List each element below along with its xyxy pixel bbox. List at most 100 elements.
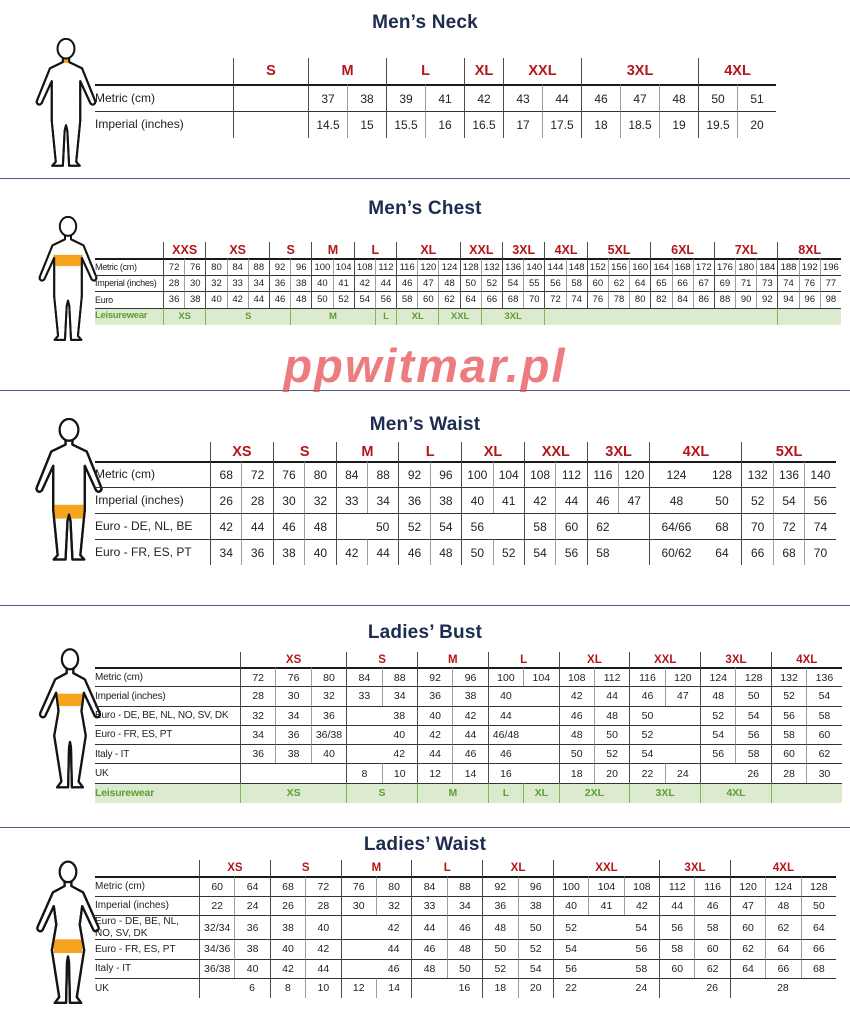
size-value: 124 bbox=[765, 876, 801, 896]
size-value: 64 bbox=[629, 274, 651, 291]
size-group-header: M bbox=[416, 652, 488, 667]
size-value: 56 bbox=[374, 291, 397, 308]
size-value: 40 bbox=[310, 744, 347, 764]
size-value: 52 bbox=[482, 958, 518, 978]
size-grid: XS S M L XL XXL 3XL 4XL Metric (cm) 60 64 68 72 76 80 8… bbox=[95, 860, 837, 998]
size-value: 82 bbox=[650, 291, 672, 308]
highlight-band bbox=[54, 693, 86, 707]
size-value: 37 bbox=[308, 84, 347, 111]
size-value: 36 bbox=[241, 539, 273, 565]
female-silhouette-icon bbox=[36, 860, 100, 1005]
size-value: 38 bbox=[517, 895, 553, 915]
size-value: 44 bbox=[416, 744, 453, 764]
size-value: 62 bbox=[765, 915, 801, 939]
size-value bbox=[618, 513, 650, 539]
size-value: 36 bbox=[234, 915, 270, 939]
leisurewear-cell: XL bbox=[396, 307, 439, 325]
size-value: 50 bbox=[593, 724, 630, 745]
row-label: Imperial (inches) bbox=[95, 487, 210, 513]
size-value: 36 bbox=[398, 487, 430, 513]
size-value bbox=[588, 978, 624, 998]
size-value bbox=[588, 939, 624, 959]
size-value: 64 bbox=[702, 539, 742, 565]
size-value: 80 bbox=[629, 291, 651, 308]
size-group-header: XS bbox=[210, 442, 273, 461]
row-label: Metric (cm) bbox=[95, 876, 199, 896]
size-value: 32 bbox=[310, 686, 347, 706]
size-value: 60 bbox=[586, 274, 608, 291]
size-value bbox=[700, 763, 736, 783]
size-value: 54 bbox=[502, 274, 524, 291]
male-figure-waist-icon bbox=[24, 417, 114, 562]
size-value: 18.5 bbox=[620, 111, 659, 138]
size-value: 36 bbox=[275, 724, 311, 745]
size-value: 44 bbox=[366, 539, 399, 565]
size-value: 54 bbox=[629, 744, 665, 764]
size-value: 66 bbox=[741, 539, 773, 565]
size-value: 50 bbox=[629, 705, 665, 725]
size-value: 42 bbox=[416, 724, 453, 745]
size-value: 48 bbox=[765, 895, 801, 915]
size-value: 160 bbox=[629, 258, 651, 275]
row-label: Italy - IT bbox=[95, 958, 199, 979]
section-mens-waist: Men’s Waist XS S M L XL XXL 3XL 4XL 5XL Metric (c… bbox=[0, 390, 850, 605]
size-value: 70 bbox=[523, 291, 545, 308]
size-value: 17.5 bbox=[542, 111, 581, 138]
size-value: 33 bbox=[346, 686, 382, 706]
size-value: 41 bbox=[492, 487, 524, 513]
size-value bbox=[618, 539, 650, 565]
size-value: 72 bbox=[772, 513, 805, 539]
size-value: 48 bbox=[411, 958, 447, 978]
size-group-header: 8XL bbox=[777, 242, 841, 258]
size-value: 40 bbox=[305, 915, 341, 939]
size-value: 48 bbox=[700, 686, 736, 706]
size-value: 112 bbox=[374, 258, 397, 275]
size-value: 36 bbox=[416, 686, 453, 706]
size-value: 54 bbox=[623, 915, 660, 939]
size-value: 24 bbox=[234, 895, 270, 915]
size-value: 132 bbox=[770, 667, 807, 687]
size-value: 80 bbox=[304, 461, 336, 487]
size-value: 12 bbox=[340, 978, 376, 998]
leisurewear-cell bbox=[770, 782, 842, 803]
size-value: 86 bbox=[692, 291, 714, 308]
row-label: Imperial (inches) bbox=[95, 895, 199, 916]
size-value bbox=[659, 978, 695, 998]
size-value: 34 bbox=[366, 487, 399, 513]
size-group-header: S bbox=[268, 242, 311, 258]
section-divider bbox=[0, 178, 850, 179]
size-value: 26 bbox=[735, 763, 771, 782]
column-header-spacer bbox=[95, 442, 210, 461]
leisurewear-cell: 2XL bbox=[558, 782, 630, 803]
female-figure-bust-icon bbox=[27, 638, 113, 800]
size-value: 24 bbox=[664, 763, 701, 783]
male-silhouette-icon bbox=[35, 37, 97, 167]
size-value: 18 bbox=[482, 978, 518, 998]
size-value: 120 bbox=[417, 258, 439, 275]
row-label: Euro - FR, ES, PT bbox=[95, 939, 199, 959]
size-value: 18 bbox=[581, 111, 620, 138]
size-value: 40 bbox=[487, 686, 524, 706]
size-value: 54 bbox=[700, 724, 736, 745]
section-divider bbox=[0, 390, 850, 391]
size-value: 76 bbox=[275, 667, 311, 687]
size-value: 44 bbox=[593, 686, 630, 706]
size-group-header: 5XL bbox=[586, 242, 651, 258]
size-value: 84 bbox=[335, 461, 367, 487]
size-group-header: XL bbox=[461, 442, 524, 461]
size-group-header: XXS bbox=[163, 242, 205, 258]
size-value: 42 bbox=[452, 705, 488, 725]
size-value: 42 bbox=[523, 487, 556, 513]
size-group-header: XL bbox=[482, 860, 553, 876]
size-value: 56 bbox=[659, 915, 695, 939]
size-value: 20 bbox=[517, 978, 553, 998]
size-value: 50 bbox=[446, 958, 483, 978]
size-value: 56 bbox=[735, 724, 771, 745]
size-value: 74 bbox=[777, 274, 799, 291]
size-value: 152 bbox=[586, 258, 608, 275]
size-group-header: XL bbox=[464, 58, 503, 84]
row-label: Metric (cm) bbox=[95, 258, 163, 275]
size-value: 58 bbox=[770, 724, 807, 745]
size-value: 44 bbox=[411, 915, 447, 939]
size-value: 40 bbox=[461, 487, 493, 513]
